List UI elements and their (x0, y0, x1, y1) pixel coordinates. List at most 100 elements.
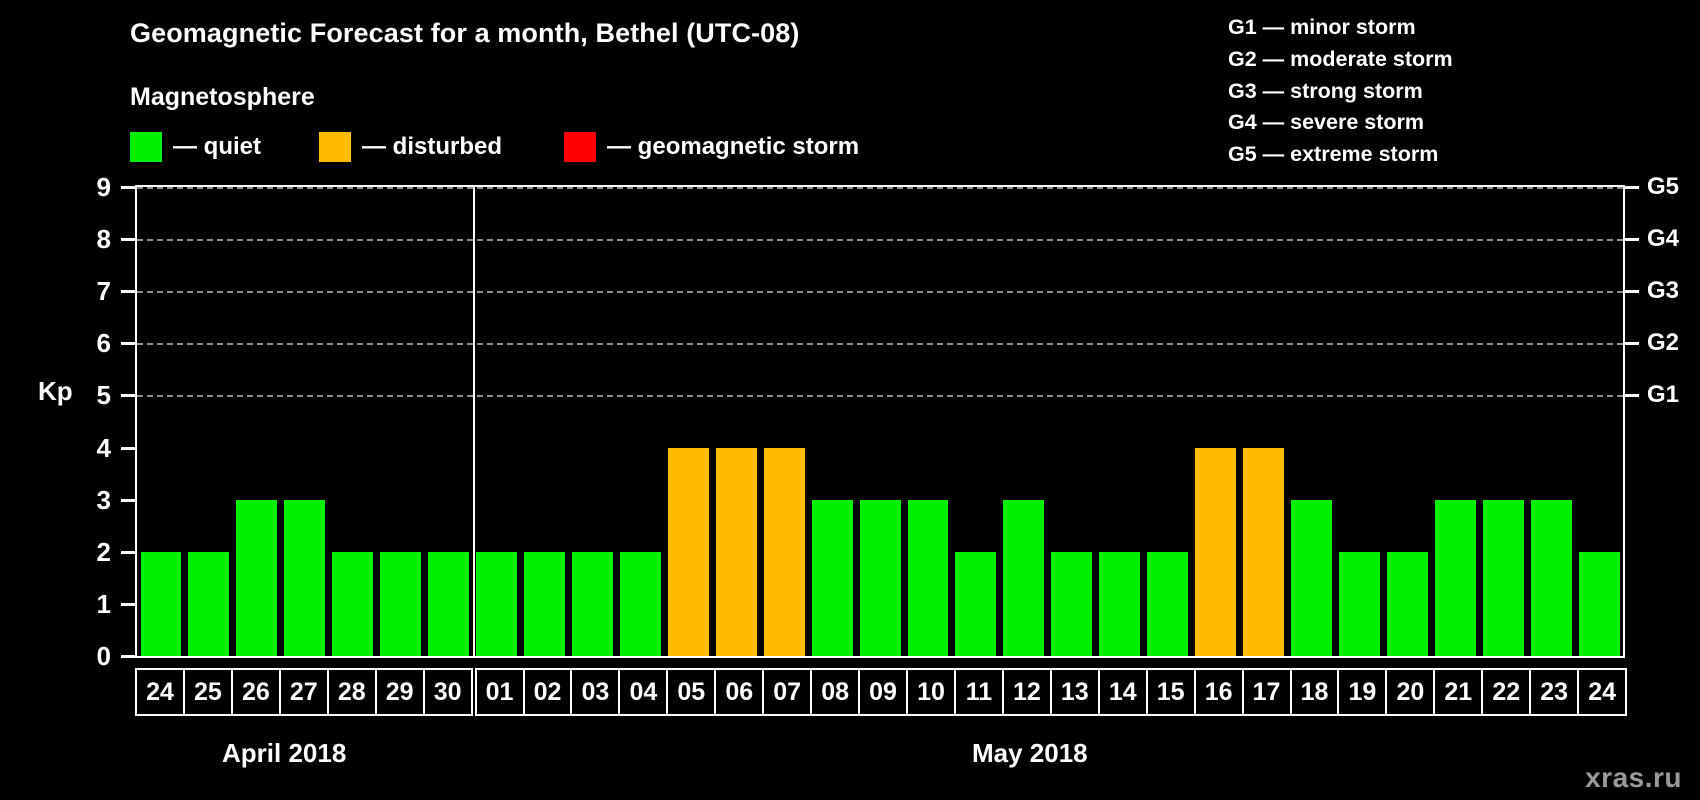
legend-label-storm: — geomagnetic storm (607, 133, 860, 160)
bar-cell (1335, 187, 1383, 656)
date-cell-may-23[interactable]: 23 (1529, 668, 1580, 716)
watermark: xras.ru (1585, 762, 1682, 793)
date-cell-may-22[interactable]: 22 (1481, 668, 1532, 716)
y-tick-mark-2 (121, 550, 135, 554)
date-cell-april-29[interactable]: 29 (374, 668, 425, 716)
bar-cell (377, 187, 425, 656)
date-cell-april-28[interactable]: 28 (326, 668, 377, 716)
g-tick-label-G2: G2 (1647, 329, 1680, 357)
bar-cell (1240, 187, 1288, 656)
bar-cell (233, 187, 281, 656)
bar-may-10 (907, 499, 949, 656)
bar-cell (952, 187, 1000, 656)
bar-may-09 (859, 499, 901, 656)
bar-may-01 (476, 551, 517, 656)
y-tick-mark-7 (121, 290, 135, 294)
bar-may-13 (1051, 551, 1093, 656)
bar-may-18 (1291, 499, 1332, 656)
date-cell-may-24[interactable]: 24 (1577, 668, 1628, 716)
bar-may-12 (1003, 499, 1045, 656)
bar-may-24 (1578, 551, 1620, 656)
date-cell-may-18[interactable]: 18 (1289, 668, 1340, 716)
y-tick-mark-1 (121, 602, 135, 606)
date-cell-april-26[interactable]: 26 (230, 668, 281, 716)
date-cell-may-01[interactable]: 01 (474, 668, 525, 716)
bar-may-23 (1530, 499, 1572, 656)
y-tick-mark-6 (121, 342, 135, 346)
bar-may-02 (524, 551, 565, 656)
g-tick-mark-G5 (1625, 186, 1639, 189)
date-cell-may-04[interactable]: 04 (618, 668, 669, 716)
date-cell-may-07[interactable]: 07 (762, 668, 813, 716)
bar-april-24 (140, 551, 182, 656)
bar-may-04 (619, 551, 661, 656)
bar-may-20 (1386, 551, 1428, 656)
gridline-kp-8 (137, 239, 1623, 242)
bar-may-17 (1243, 447, 1284, 656)
bar-april-30 (428, 551, 470, 656)
g-tick-label-G4: G4 (1647, 225, 1680, 253)
date-cell-may-03[interactable]: 03 (570, 668, 621, 716)
legend: — quiet — disturbed — geomagnetic storm (130, 132, 859, 162)
bar-may-05 (667, 447, 709, 656)
storm-scale-line-4: G4 — severe storm (1228, 110, 1424, 135)
y-tick-label-9: 9 (96, 172, 111, 202)
date-cell-may-13[interactable]: 13 (1049, 668, 1100, 716)
storm-scale-line-2: G2 — moderate storm (1228, 46, 1453, 71)
y-axis-title: Kp (38, 376, 73, 406)
legend-swatch-disturbed-icon (319, 132, 351, 162)
g-tick-label-G3: G3 (1647, 277, 1680, 305)
date-cell-may-08[interactable]: 08 (810, 668, 861, 716)
date-cell-april-25[interactable]: 25 (182, 668, 233, 716)
date-cell-may-16[interactable]: 16 (1193, 668, 1244, 716)
y-tick-mark-8 (121, 238, 135, 242)
g-tick-mark-G1 (1625, 394, 1639, 398)
bar-cell (568, 187, 616, 656)
date-cell-april-30[interactable]: 30 (422, 668, 473, 716)
date-cell-may-14[interactable]: 14 (1097, 668, 1148, 716)
date-cell-may-12[interactable]: 12 (1001, 668, 1052, 716)
y-tick-label-6: 6 (96, 328, 111, 359)
y-tick-label-0: 0 (96, 641, 111, 671)
g-tick-label-G5: G5 (1647, 173, 1680, 200)
date-cell-may-19[interactable]: 19 (1337, 668, 1388, 716)
date-cell-may-11[interactable]: 11 (953, 668, 1004, 716)
date-cell-april-24[interactable]: 24 (135, 668, 185, 716)
bar-may-16 (1195, 447, 1237, 656)
bar-april-28 (332, 551, 374, 656)
bar-cell (712, 187, 760, 656)
y-tick-label-5: 5 (96, 380, 111, 411)
date-cell-may-02[interactable]: 02 (522, 668, 573, 716)
y-tick-label-7: 7 (96, 276, 111, 307)
date-cell-may-21[interactable]: 21 (1433, 668, 1484, 716)
date-cell-may-05[interactable]: 05 (666, 668, 717, 716)
bar-may-19 (1338, 551, 1380, 656)
bar-april-26 (236, 499, 278, 656)
bar-cell (1383, 187, 1431, 656)
date-cell-may-10[interactable]: 10 (906, 668, 956, 716)
month-separator (472, 187, 475, 656)
g-tick-mark-G2 (1625, 342, 1639, 346)
y-tick-mark-9 (121, 186, 135, 189)
bar-cell (185, 187, 233, 656)
bar-cell (281, 187, 329, 656)
legend-item-quiet: — quiet (130, 132, 261, 162)
bar-cell (137, 187, 185, 656)
month-label-may: May 2018 (972, 738, 1088, 768)
date-cell-may-15[interactable]: 15 (1145, 668, 1196, 716)
y-tick-label-1: 1 (96, 588, 111, 619)
y-tick-label-4: 4 (96, 432, 111, 463)
y-tick-mark-3 (121, 498, 135, 502)
bar-cell (664, 187, 712, 656)
page-title: Geomagnetic Forecast for a month, Bethel… (130, 18, 800, 48)
date-cell-april-27[interactable]: 27 (278, 668, 329, 716)
date-cell-may-09[interactable]: 09 (858, 668, 908, 716)
date-cell-may-06[interactable]: 06 (714, 668, 765, 716)
storm-scale-line-5: G5 — extreme storm (1228, 142, 1439, 167)
y-axis: 0 1 2 3 4 5 6 7 8 9 (0, 174, 135, 669)
bar-may-22 (1482, 499, 1524, 656)
bar-cell (1000, 187, 1048, 656)
date-cell-may-20[interactable]: 20 (1385, 668, 1436, 716)
date-cell-may-17[interactable]: 17 (1241, 668, 1292, 716)
